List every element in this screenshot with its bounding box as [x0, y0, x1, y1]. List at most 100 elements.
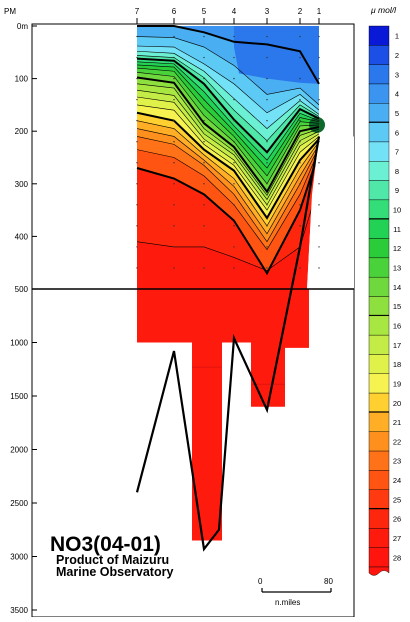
- isoline: [136, 120, 320, 227]
- colorbar-label: 28: [393, 553, 401, 562]
- colorbar-swatch: [368, 257, 390, 278]
- sample-point: [299, 162, 301, 164]
- colorbar-swatch: [368, 547, 390, 568]
- concentration-band: [137, 112, 319, 226]
- sample-point: [203, 225, 205, 227]
- colorbar-swatch: [368, 431, 390, 452]
- sample-point: [318, 183, 320, 185]
- sample-point: [173, 267, 175, 269]
- sample-point: [203, 204, 205, 206]
- sample-point: [233, 225, 235, 227]
- station-label: 2: [298, 7, 303, 16]
- colorbar-label: 26: [393, 515, 401, 524]
- colorbar-label: 12: [393, 244, 401, 253]
- concentration-band: [137, 152, 319, 274]
- sample-point: [266, 183, 268, 185]
- sample-point: [233, 98, 235, 101]
- isoline: [136, 128, 320, 235]
- colorbar-label: 1: [395, 32, 399, 41]
- sample-point: [266, 246, 268, 248]
- sample-point: [299, 98, 301, 101]
- colorbar-unit: μ mol/l: [370, 5, 397, 15]
- sample-point: [266, 204, 268, 206]
- depth-tick-label: 3000: [10, 553, 28, 562]
- sample-point: [299, 77, 301, 80]
- depth-tick-label: 2500: [10, 499, 28, 508]
- isoline: [136, 104, 320, 211]
- depth-tick-label: 200: [15, 127, 29, 136]
- sample-point: [233, 56, 235, 59]
- station-label: 1: [317, 7, 322, 16]
- bottom-depth-line: [135, 136, 321, 552]
- concentration-band: [137, 149, 319, 274]
- colorbar-swatch: [368, 470, 390, 490]
- colorbar-label: 9: [395, 186, 399, 195]
- sample-point: [136, 183, 138, 185]
- station-label: 5: [202, 7, 207, 16]
- sample-point: [233, 183, 235, 185]
- colorbar-swatch: [368, 334, 390, 355]
- sample-point: [318, 225, 320, 227]
- concentration-band: [137, 51, 319, 141]
- section-fill: [137, 289, 174, 343]
- sample-point: [299, 141, 301, 143]
- colorbar-swatch: [368, 392, 390, 413]
- colorbar-swatch: [368, 450, 390, 471]
- colorbar-swatch: [368, 219, 390, 239]
- sample-point: [266, 119, 268, 122]
- concentration-band: [137, 128, 319, 242]
- colorbar-swatch: [368, 180, 390, 201]
- sample-point: [173, 225, 175, 227]
- sample-point: [173, 77, 175, 80]
- sample-point: [266, 141, 268, 143]
- sample-point: [173, 246, 175, 248]
- concentration-band: [137, 45, 319, 129]
- sample-point: [203, 141, 205, 143]
- sample-point: [266, 77, 268, 80]
- sample-point: [173, 183, 175, 185]
- sample-point: [318, 77, 320, 80]
- colorbar-swatch: [368, 508, 390, 529]
- sample-point: [203, 77, 205, 80]
- sample-point: [266, 225, 268, 227]
- sample-point: [233, 162, 235, 164]
- sample-point: [173, 204, 175, 206]
- sample-point: [266, 56, 268, 59]
- colorbar-swatch: [368, 238, 390, 259]
- concentration-band: [137, 120, 319, 234]
- isoline: [136, 96, 320, 206]
- sample-point: [136, 141, 138, 143]
- depth-tick-label: 1000: [10, 339, 28, 348]
- colorbar-swatch: [368, 296, 390, 317]
- station-label: 3: [265, 7, 270, 16]
- isoline: [136, 61, 320, 161]
- colorbar-label: 19: [393, 379, 401, 388]
- sample-point: [233, 141, 235, 143]
- colorbar-label: 11: [393, 225, 401, 234]
- sample-point: [266, 98, 268, 101]
- isoline: [136, 151, 320, 276]
- scale-end: 80: [324, 577, 333, 586]
- colorbar-swatch: [368, 45, 390, 65]
- isoline: [136, 83, 320, 196]
- chart-subtitle-line-1: Product of Maizuru: [56, 553, 169, 567]
- colorbar-swatch: [368, 64, 390, 85]
- sample-point: [318, 35, 320, 38]
- sample-point: [233, 77, 235, 80]
- colorbar-swatch: [368, 122, 390, 143]
- colorbar-label: 13: [393, 264, 401, 273]
- colorbar-swatch: [368, 103, 390, 123]
- sample-point: [299, 56, 301, 59]
- concentration-band: [137, 136, 319, 250]
- colorbar-label: 27: [393, 534, 401, 543]
- colorbar-swatch: [368, 199, 390, 220]
- sample-point: [233, 246, 235, 248]
- sample-point: [173, 35, 175, 38]
- bottom-depth-polyline: [135, 136, 321, 552]
- station-axis: PM 7 6 5 4 3 2 1: [4, 7, 322, 24]
- sample-point: [233, 35, 235, 38]
- colorbar-label: 4: [395, 90, 399, 99]
- station-label: 6: [172, 7, 177, 16]
- colorbar-label: 2: [395, 51, 399, 60]
- colorbar-swatch: [368, 276, 390, 297]
